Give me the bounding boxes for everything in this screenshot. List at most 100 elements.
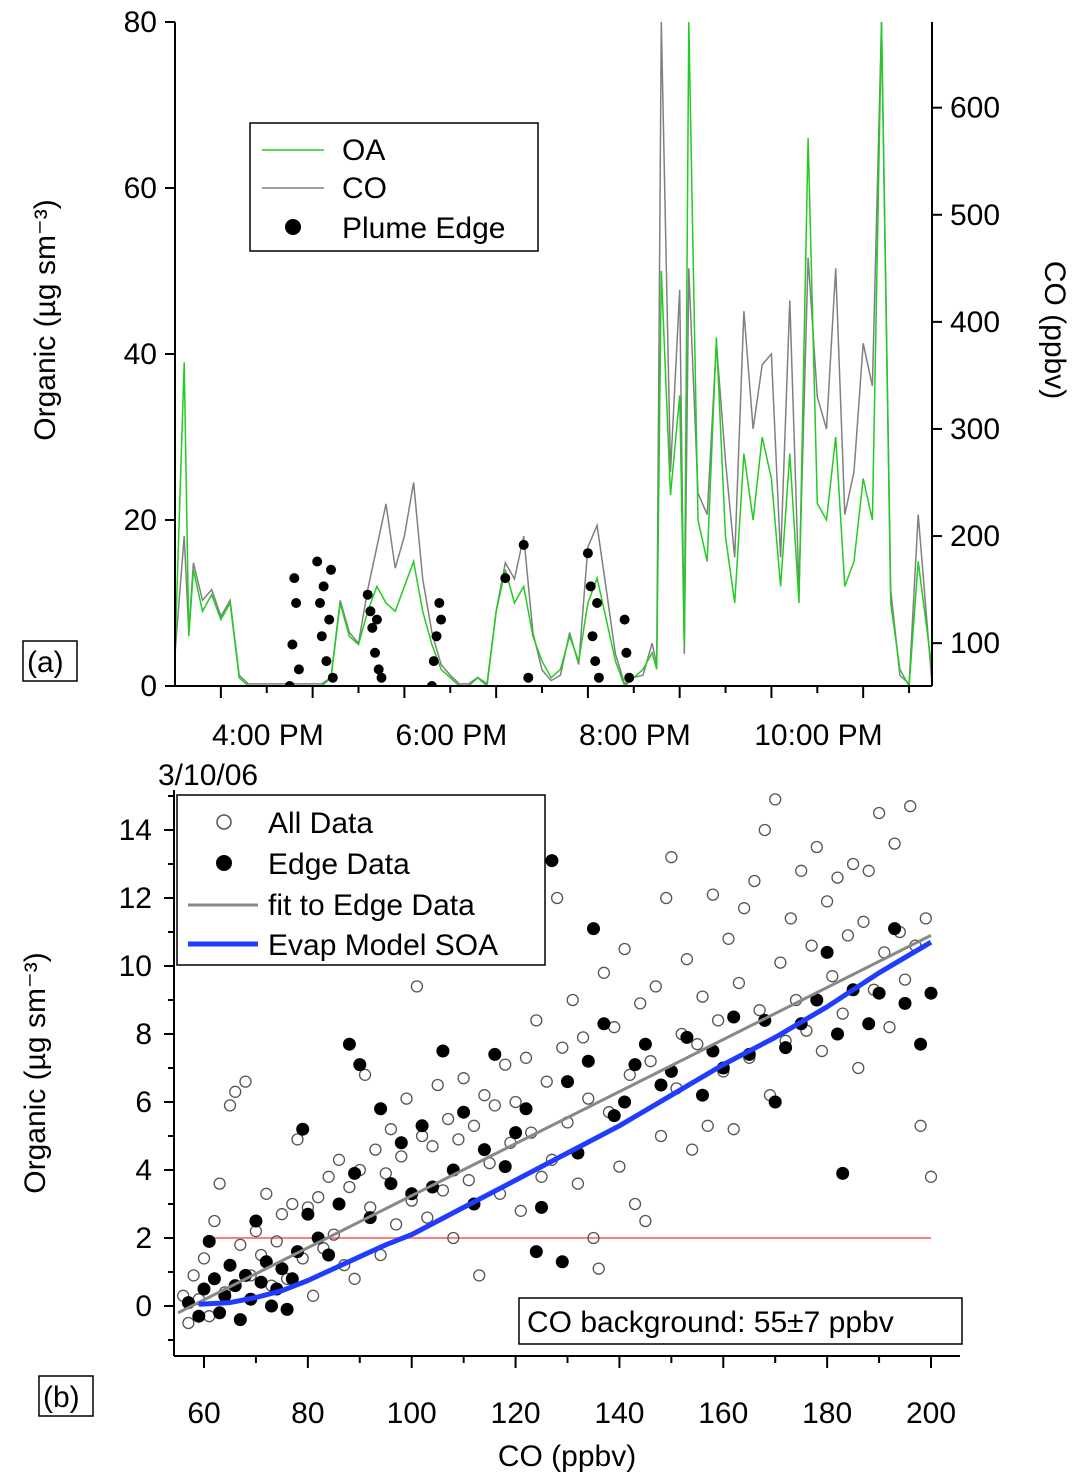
plume-edge-point — [523, 672, 534, 683]
plume-edge-point — [370, 647, 380, 658]
edge-data-point — [831, 1027, 844, 1041]
oa-series-line — [175, 22, 932, 686]
edge-data-point — [768, 1095, 782, 1109]
all-data-point — [722, 932, 735, 945]
all-data-point — [841, 929, 855, 942]
edge-data-point — [296, 1122, 310, 1136]
edge-data-point — [488, 1047, 502, 1061]
edge-data-point — [581, 1054, 595, 1068]
panel-b: 0 2 4 6 8 10 12 14 60 80 100 120 140 160 180 200 All Da… — [19, 790, 963, 1473]
edge-data-point — [233, 1313, 247, 1327]
plume-edge-point — [500, 573, 511, 584]
edge-data-point — [535, 1200, 548, 1214]
panel-b-y-tick-label: 14 — [119, 814, 152, 847]
edge-data-point — [509, 1126, 523, 1140]
plume-edge-point — [434, 598, 445, 608]
plume-edge-point — [373, 664, 384, 675]
panel-b-y-tick-label: 2 — [135, 1222, 152, 1255]
all-data-point — [535, 1170, 548, 1183]
edge-data-point — [275, 1262, 289, 1276]
panel-b-x-tick-label: 120 — [491, 1397, 541, 1430]
edge-data-point — [384, 1177, 398, 1191]
edge-data-point — [394, 1136, 408, 1150]
all-data-point — [836, 1007, 849, 1020]
plume-edge-point — [291, 598, 302, 608]
all-data-point — [753, 1004, 766, 1017]
plume-edge-point — [587, 631, 598, 642]
panel-a-right-tick-label: 200 — [950, 520, 1000, 553]
panel-a-plot-area — [175, 22, 932, 686]
panel-b-x-tick-label: 60 — [187, 1397, 220, 1430]
all-data-point — [332, 1153, 346, 1166]
panel-b-x-tick-label: 140 — [594, 1397, 644, 1430]
legend-fit-label: fit to Edge Data — [268, 889, 475, 922]
plume-edge-point — [624, 672, 635, 683]
all-data-point — [623, 1068, 636, 1081]
panel-a-left-tick-label: 60 — [124, 172, 157, 205]
panel-a-right-tick-label: 100 — [950, 627, 1000, 660]
all-data-point — [597, 966, 611, 979]
edge-data-point — [545, 854, 559, 868]
panel-b-x-tick-label: 100 — [387, 1397, 437, 1430]
all-data-point — [634, 997, 647, 1010]
all-data-point — [571, 1177, 585, 1190]
edge-data-point — [529, 1245, 543, 1259]
legend-oa-label: OA — [342, 134, 385, 167]
edge-data-point — [836, 1166, 850, 1180]
edge-data-point — [561, 1075, 574, 1089]
all-data-point — [784, 912, 797, 925]
legend-edge-marker — [285, 219, 301, 235]
all-data-point — [644, 1055, 657, 1068]
edge-data-point — [259, 1255, 273, 1269]
edge-data-point — [498, 1160, 512, 1174]
all-data-point — [576, 1031, 590, 1044]
panel-b-y-tick-label: 6 — [135, 1086, 152, 1119]
plume-edge-point — [436, 614, 447, 625]
plume-edge-point — [324, 614, 335, 625]
all-data-point — [306, 1289, 320, 1302]
all-data-point — [888, 837, 901, 850]
all-data-point — [270, 1235, 283, 1248]
all-data-point — [924, 1170, 938, 1183]
plume-edge-point — [593, 672, 604, 683]
all-data-point — [431, 1078, 444, 1092]
all-data-point — [701, 1119, 714, 1132]
all-data-point — [478, 1089, 491, 1102]
all-data-point — [665, 851, 678, 864]
all-data-point — [831, 871, 844, 884]
all-data-point — [223, 1099, 237, 1112]
edge-data-point — [872, 986, 886, 1000]
all-data-point — [587, 1231, 600, 1245]
co-series-line — [175, 22, 932, 686]
legend-all-label: All Data — [268, 807, 373, 840]
edge-data-point — [197, 1282, 211, 1296]
all-data-point — [904, 800, 917, 813]
all-data-point — [857, 915, 870, 928]
edge-data-point — [888, 922, 902, 936]
all-data-point — [473, 1269, 486, 1282]
edge-data-point — [332, 1197, 346, 1211]
all-data-point — [649, 980, 662, 993]
all-data-point — [810, 840, 823, 854]
panel-a-x-tick-label: 6:00 PM — [396, 719, 508, 752]
all-data-point — [852, 1061, 865, 1075]
legend-edge-label: Plume Edge — [342, 212, 505, 245]
co-background-box — [518, 1297, 963, 1345]
panel-a-label-box — [22, 640, 78, 682]
edge-data-point — [254, 1275, 268, 1289]
edge-data-point — [654, 1078, 668, 1092]
edge-data-point — [249, 1214, 263, 1228]
plume-edge-point — [592, 598, 603, 608]
evap-model-curve — [198, 940, 933, 1307]
all-data-point — [421, 1211, 434, 1224]
edge-data-point — [587, 922, 600, 936]
plume-edge-point — [621, 647, 632, 658]
panel-b-xlabel: CO (ppbv) — [498, 1440, 636, 1473]
panel-b-label: (b) — [43, 1381, 80, 1414]
plume-edge-point — [431, 631, 442, 642]
all-data-point — [727, 1123, 740, 1136]
plume-edge-point — [371, 614, 382, 625]
all-data-point — [358, 1068, 372, 1081]
all-data-point — [234, 1238, 247, 1251]
